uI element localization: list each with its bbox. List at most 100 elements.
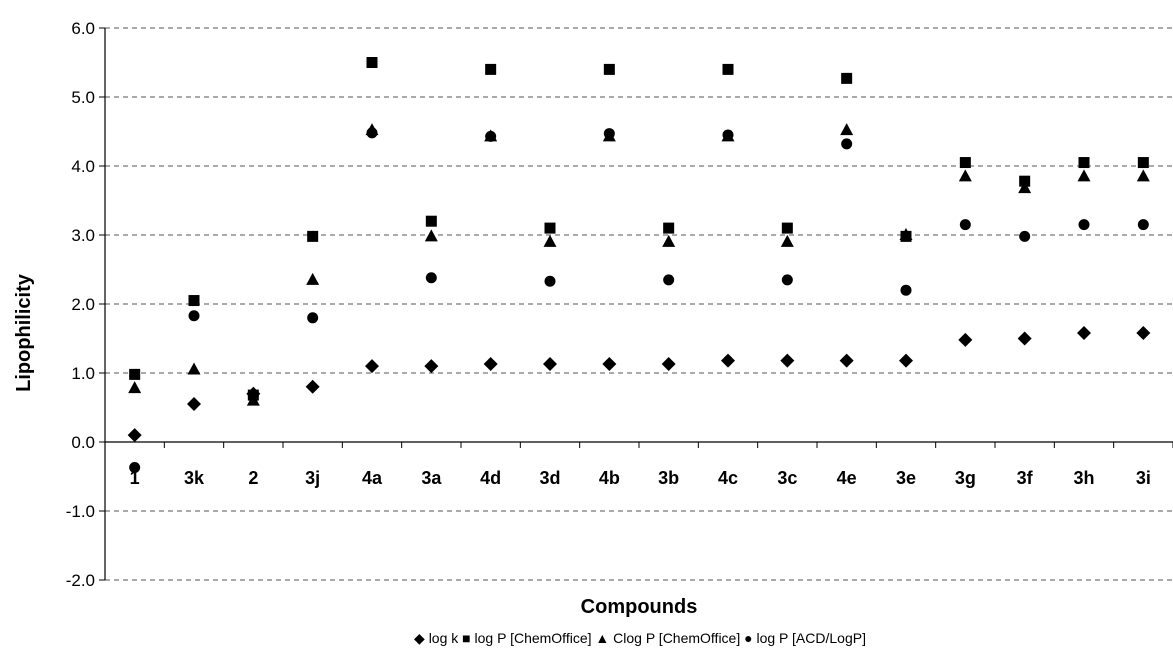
marker-log-p-acd-logp: [1078, 219, 1090, 231]
marker-log-p-chemoffice: [1078, 157, 1090, 169]
marker-clog-p-chemoffice: [543, 234, 557, 247]
legend-label: log k: [429, 630, 460, 646]
marker-log-p-acd-logp: [188, 310, 200, 322]
legend-symbol: ◆: [414, 630, 429, 646]
y-tick-label: 1.0: [71, 364, 95, 383]
axes: [99, 27, 1173, 581]
marker-clog-p-chemoffice: [187, 362, 201, 375]
marker-clog-p-chemoffice: [1136, 169, 1150, 182]
marker-log-k: [839, 353, 854, 368]
marker-log-k: [780, 353, 795, 368]
x-tick-label: 3k: [184, 468, 205, 488]
marker-log-p-chemoffice: [1137, 157, 1149, 169]
marker-clog-p-chemoffice: [1018, 181, 1032, 194]
y-tick-label: 2.0: [71, 295, 95, 314]
marker-log-p-acd-logp: [959, 219, 971, 231]
x-tick-label: 4a: [362, 468, 383, 488]
marker-log-p-acd-logp: [307, 312, 319, 324]
marker-log-k: [721, 353, 735, 368]
marker-clog-p-chemoffice: [780, 234, 794, 247]
marker-clog-p-chemoffice: [424, 229, 438, 242]
marker-log-p-chemoffice: [485, 63, 497, 75]
x-tick-labels: 1 3k 2 3j 4a 3a 4d 3d 4b 3b 4c 3c 4e 3e 3g 3f 3h 3i: [130, 468, 1151, 488]
y-axis-title: Lipophilicity: [13, 273, 35, 392]
x-tick-label: 3i: [1136, 468, 1151, 488]
marker-log-p-acd-logp: [1137, 219, 1149, 231]
marker-log-p-chemoffice: [544, 222, 556, 234]
x-tick-label: 3b: [658, 468, 679, 488]
marker-log-p-acd-logp: [425, 272, 437, 284]
marker-clog-p-chemoffice: [899, 228, 913, 240]
marker-log-p-chemoffice: [841, 72, 853, 84]
marker-log-p-acd-logp: [603, 128, 615, 140]
marker-log-p-chemoffice: [722, 63, 734, 75]
marker-log-p-acd-logp: [663, 274, 675, 286]
marker-clog-p-chemoffice: [306, 272, 320, 285]
marker-clog-p-chemoffice: [1077, 169, 1091, 182]
marker-log-p-chemoffice: [188, 295, 200, 307]
marker-log-p-chemoffice: [307, 230, 319, 242]
marker-log-p-acd-logp: [247, 389, 259, 401]
legend-symbol: ■: [458, 630, 474, 646]
y-tick-labels: -2.0 -1.0 0.0 1.0 2.0 3.0 4.0 5.0 6.0: [66, 19, 95, 590]
marker-log-p-acd-logp: [722, 129, 734, 141]
x-tick-label: 3j: [305, 468, 320, 488]
marker-log-p-acd-logp: [1019, 230, 1031, 242]
x-tick-label: 3f: [1017, 468, 1034, 488]
marker-clog-p-chemoffice: [840, 123, 854, 136]
marker-log-k: [958, 332, 973, 347]
marker-log-k: [483, 357, 498, 372]
data-markers: [127, 57, 1151, 474]
legend-label: log P [ChemOffice]: [475, 630, 592, 646]
marker-log-p-chemoffice: [366, 57, 378, 68]
marker-log-k: [1136, 325, 1151, 340]
marker-clog-p-chemoffice: [958, 169, 972, 182]
marker-log-p-acd-logp: [781, 274, 793, 286]
marker-log-k: [424, 359, 439, 374]
legend-symbol: ●: [740, 630, 756, 646]
legend-symbol: ▲: [592, 630, 614, 646]
marker-log-p-acd-logp: [841, 138, 853, 150]
y-tick-label: 5.0: [71, 88, 95, 107]
marker-log-k: [127, 428, 142, 443]
marker-log-p-acd-logp: [544, 275, 556, 287]
marker-log-k: [365, 359, 379, 374]
legend: ◆ log k ■ log P [ChemOffice] ▲ Clog P [C…: [414, 630, 866, 646]
x-tick-label: 3e: [896, 468, 916, 488]
marker-log-p-acd-logp: [366, 127, 378, 139]
x-tick-label: 4e: [837, 468, 857, 488]
y-tick-label: 3.0: [71, 226, 95, 245]
x-tick-label: 2: [248, 468, 258, 488]
marker-log-k: [1017, 331, 1032, 346]
x-tick-label: 3c: [777, 468, 797, 488]
gridlines: [105, 27, 1173, 581]
legend-label: log P [ACD/LogP]: [756, 630, 865, 646]
x-tick-label: 4d: [480, 468, 501, 488]
x-tick-label: 3d: [539, 468, 560, 488]
legend-label: Clog P [ChemOffice]: [613, 630, 740, 646]
marker-log-p-chemoffice: [425, 215, 437, 227]
marker-log-p-chemoffice: [663, 222, 675, 234]
y-tick-label: 4.0: [71, 157, 95, 176]
y-tick-label: -1.0: [66, 502, 95, 521]
marker-log-k: [187, 397, 201, 412]
marker-log-k: [899, 353, 913, 368]
x-tick-label: 3h: [1073, 468, 1094, 488]
marker-log-p-chemoffice: [959, 157, 971, 169]
x-tick-label: 1: [130, 468, 140, 488]
marker-log-p-acd-logp: [129, 462, 141, 474]
x-tick-label: 3a: [421, 468, 442, 488]
x-tick-label: 4b: [599, 468, 620, 488]
marker-clog-p-chemoffice: [662, 234, 676, 247]
x-tick-label: 4c: [718, 468, 738, 488]
y-tick-label: 0.0: [71, 433, 95, 452]
x-tick-label: 3g: [955, 468, 976, 488]
marker-log-k: [1077, 325, 1091, 340]
marker-clog-p-chemoffice: [128, 381, 142, 394]
marker-log-p-chemoffice: [603, 63, 615, 75]
y-tick-label: 6.0: [71, 19, 95, 38]
y-tick-label: -2.0: [66, 571, 95, 590]
marker-log-p-chemoffice: [781, 222, 793, 234]
